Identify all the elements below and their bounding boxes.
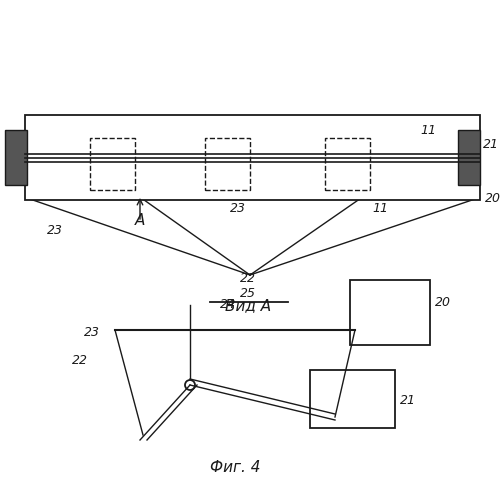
Text: 24: 24: [220, 298, 236, 312]
Text: 11: 11: [420, 124, 436, 136]
Text: 22: 22: [240, 272, 256, 284]
Text: Фиг. 4: Фиг. 4: [210, 460, 260, 475]
Text: 25: 25: [240, 287, 256, 300]
Bar: [25, 115, 480, 200]
Bar: [458, 130, 480, 185]
Text: 11: 11: [372, 202, 388, 214]
Text: 20: 20: [485, 192, 501, 204]
Text: Вид A: Вид A: [225, 298, 271, 313]
Text: 23: 23: [47, 224, 63, 236]
Text: 22: 22: [72, 354, 88, 366]
Text: 23: 23: [230, 202, 246, 214]
Text: A: A: [135, 213, 145, 228]
Bar: [350, 280, 430, 345]
Bar: [310, 370, 395, 428]
Bar: [205, 138, 250, 190]
Bar: [90, 138, 135, 190]
Bar: [5, 130, 27, 185]
Bar: [325, 138, 370, 190]
Text: 21: 21: [483, 138, 499, 150]
Text: 21: 21: [400, 394, 416, 406]
Text: 23: 23: [84, 326, 100, 338]
Text: 20: 20: [435, 296, 451, 308]
